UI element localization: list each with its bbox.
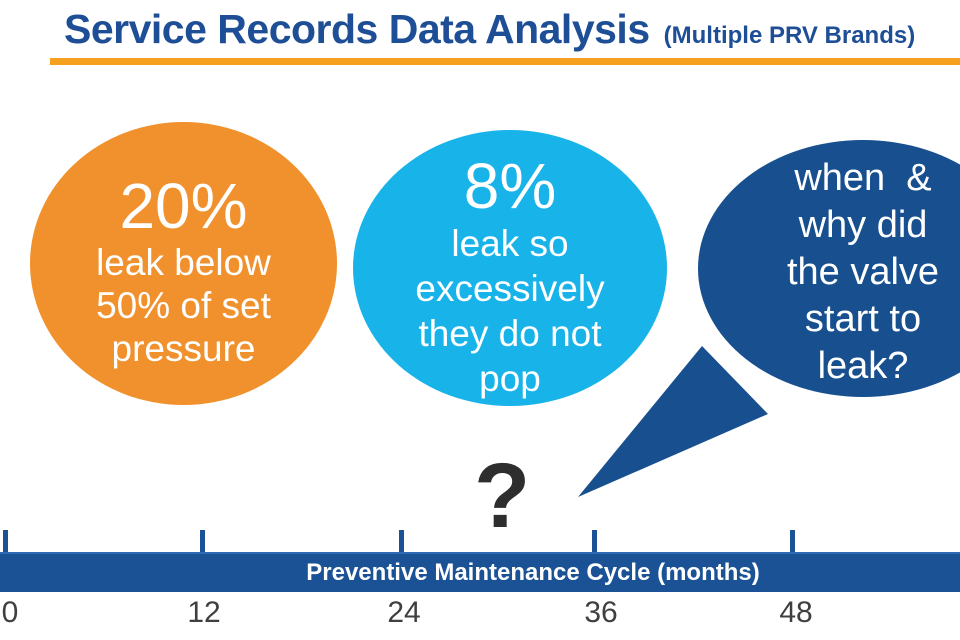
axis-tick	[790, 530, 795, 554]
axis-tick-label: 36	[584, 596, 618, 629]
bubble-text-line: leak?	[817, 345, 909, 387]
stat-text-line: pressure	[111, 328, 256, 369]
bubble-text-line: why did	[798, 204, 928, 246]
axis-tick-label: 12	[187, 596, 221, 629]
page-title: Service Records Data Analysis	[64, 6, 650, 52]
axis-tick	[200, 530, 205, 554]
stat-text-line: pop	[479, 358, 541, 399]
stat-text-line: they do not	[418, 313, 602, 354]
stat-text-line: 50% of set	[96, 285, 271, 326]
bubble-text-line: when &	[794, 157, 932, 199]
stat-bubble-orange: 20% leak below 50% of set pressure	[30, 122, 337, 405]
axis-tick-label: 48	[779, 596, 813, 629]
question-speech-bubble: when & why did the valve start to leak?	[698, 140, 960, 397]
question-mark: ?	[474, 445, 531, 547]
axis-tick-label: 24	[387, 596, 421, 629]
stat-text-line: excessively	[415, 268, 605, 309]
bubble-text-line: start to	[804, 298, 922, 340]
stat-value-orange: 20%	[119, 170, 248, 242]
header: Service Records Data Analysis (Multiple …	[64, 6, 915, 53]
axis-tick	[399, 530, 404, 554]
axis-tick-label: 0	[1, 596, 19, 629]
stat-value-light-blue: 8%	[463, 150, 557, 222]
axis-tick	[3, 530, 8, 554]
axis-label: Preventive Maintenance Cycle (months)	[306, 559, 760, 586]
axis-bar: Preventive Maintenance Cycle (months)	[0, 552, 960, 592]
stat-bubble-light-blue: 8% leak so excessively they do not pop	[353, 130, 667, 406]
bubble-text-line: the valve	[786, 251, 940, 293]
page-title-suffix: (Multiple PRV Brands)	[663, 22, 916, 49]
stat-text-line: leak so	[451, 223, 569, 264]
title-underline-rule	[50, 58, 960, 65]
axis-tick	[592, 530, 597, 554]
stat-text-line: leak below	[96, 242, 271, 283]
